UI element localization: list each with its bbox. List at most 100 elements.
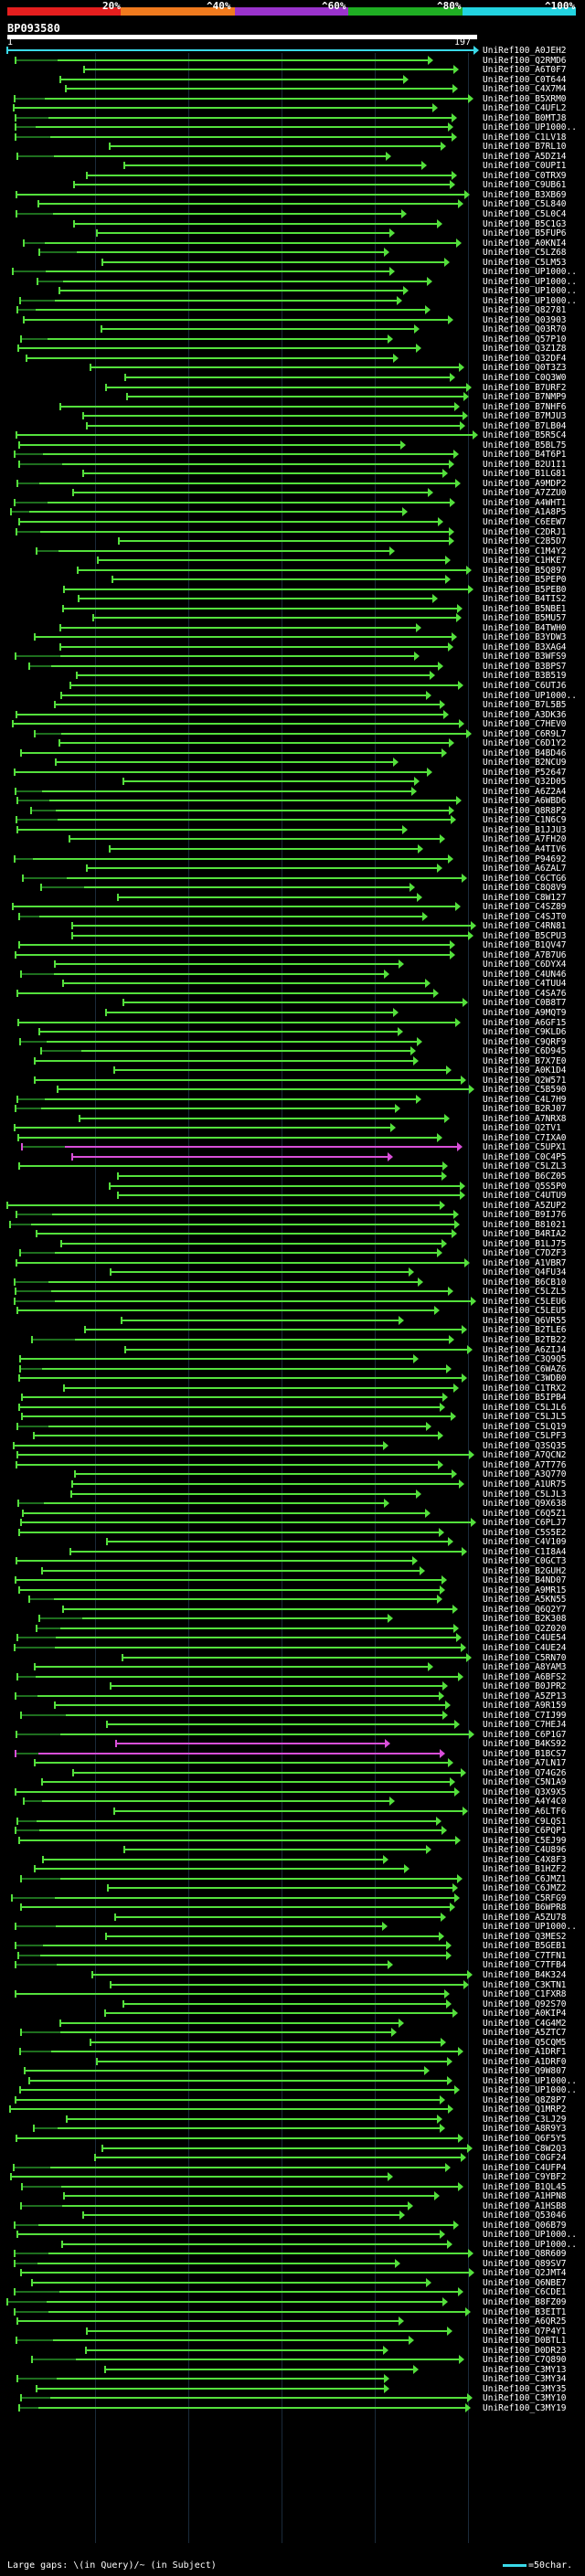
hit-label[interactable]: UniRef100_C7IJ99 <box>483 1710 567 1721</box>
hit-row[interactable]: UniRef100_B5PEB0 <box>0 584 585 596</box>
hit-label[interactable]: UniRef100_B1QL45 <box>483 2181 567 2192</box>
hit-label[interactable]: UniRef100_C4SZ89 <box>483 902 567 913</box>
hit-row[interactable]: UniRef100_A1VBR7 <box>0 1257 585 1269</box>
hit-row[interactable]: UniRef100_B5MU57 <box>0 613 585 624</box>
hit-row[interactable]: UniRef100_Q2W571 <box>0 1075 585 1087</box>
hit-row[interactable]: UniRef100_B5BL75 <box>0 440 585 451</box>
hit-label[interactable]: UniRef100_A1HPN8 <box>483 2191 567 2202</box>
hit-row[interactable]: UniRef100_B5NBE1 <box>0 603 585 615</box>
hit-label[interactable]: UniRef100_A5KN55 <box>483 1595 567 1606</box>
hit-label[interactable]: UniRef100_C9QRF9 <box>483 1036 567 1047</box>
hit-label[interactable]: UniRef100_Q2RMD6 <box>483 55 567 66</box>
hit-label[interactable]: UniRef100_C1LV18 <box>483 132 567 143</box>
hit-label[interactable]: UniRef100_C5B590 <box>483 1085 567 1096</box>
hit-label[interactable]: UniRef100_C5LQ19 <box>483 1421 567 1432</box>
hit-label[interactable]: UniRef100_B2K308 <box>483 1614 567 1625</box>
hit-row[interactable]: UniRef100_C4SJT0 <box>0 911 585 923</box>
hit-row[interactable]: UniRef100_C8W2Q3 <box>0 2143 585 2155</box>
hit-label[interactable]: UniRef100_UP1000.. <box>483 276 577 287</box>
hit-label[interactable]: UniRef100_C9UB61 <box>483 180 567 191</box>
hit-row[interactable]: UniRef100_C5RFG9 <box>0 1892 585 1904</box>
hit-label[interactable]: UniRef100_Q74G26 <box>483 1767 567 1778</box>
hit-row[interactable]: UniRef100_Q2TV1 <box>0 1123 585 1134</box>
hit-label[interactable]: UniRef100_B3XAG4 <box>483 641 567 652</box>
hit-label[interactable]: UniRef100_A8YAM3 <box>483 1662 567 1673</box>
hit-row[interactable]: UniRef100_Q2JMT4 <box>0 2268 585 2279</box>
hit-label[interactable]: UniRef100_A9MQT9 <box>483 1008 567 1018</box>
hit-row[interactable]: UniRef100_A7ZZU0 <box>0 488 585 499</box>
hit-row[interactable]: UniRef100_B4BD46 <box>0 747 585 759</box>
hit-label[interactable]: UniRef100_C3MY19 <box>483 2402 567 2413</box>
hit-label[interactable]: UniRef100_B2RJ07 <box>483 1104 567 1115</box>
hit-label[interactable]: UniRef100_B4K324 <box>483 1970 567 1980</box>
hit-row[interactable]: UniRef100_Q8R8P2 <box>0 805 585 817</box>
hit-row[interactable]: UniRef100_A1HPN8 <box>0 2191 585 2202</box>
hit-label[interactable]: UniRef100_C5UPX1 <box>483 1142 567 1153</box>
hit-label[interactable]: UniRef100_Q8R8P2 <box>483 805 567 816</box>
hit-label[interactable]: UniRef100_A5ZP13 <box>483 1691 567 1701</box>
hit-label[interactable]: UniRef100_C9LQS1 <box>483 1816 567 1827</box>
hit-row[interactable]: UniRef100_C9YBF2 <box>0 2172 585 2183</box>
hit-label[interactable]: UniRef100_Q2Z020 <box>483 1623 567 1634</box>
hit-row[interactable]: UniRef100_UP1000.. <box>0 286 585 297</box>
hit-label[interactable]: UniRef100_A6GF15 <box>483 1017 567 1028</box>
hit-row[interactable]: UniRef100_Q6NBE7 <box>0 2277 585 2289</box>
hit-row[interactable]: UniRef100_C7HEJ4 <box>0 1720 585 1731</box>
hit-row[interactable]: UniRef100_B3XAG4 <box>0 641 585 653</box>
hit-row[interactable]: UniRef100_B3WFS9 <box>0 652 585 663</box>
hit-label[interactable]: UniRef100_UP1000.. <box>483 1922 577 1933</box>
hit-row[interactable]: UniRef100_Q3Z1Z8 <box>0 344 585 355</box>
hit-row[interactable]: UniRef100_Q0T3Z3 <box>0 363 585 374</box>
hit-label[interactable]: UniRef100_Q2TV1 <box>483 1123 561 1134</box>
hit-label[interactable]: UniRef100_C1I8A4 <box>483 1546 567 1557</box>
hit-label[interactable]: UniRef100_Q53046 <box>483 2210 567 2221</box>
hit-label[interactable]: UniRef100_C4UFL2 <box>483 103 567 114</box>
hit-label[interactable]: UniRef100_B1LG81 <box>483 469 567 480</box>
hit-row[interactable]: UniRef100_A3DK36 <box>0 709 585 721</box>
hit-label[interactable]: UniRef100_B5CPU3 <box>483 930 567 941</box>
hit-label[interactable]: UniRef100_A5ZTC7 <box>483 2028 567 2039</box>
hit-label[interactable]: UniRef100_C4X8F3 <box>483 1854 567 1865</box>
hit-row[interactable]: UniRef100_C4UE24 <box>0 1642 585 1654</box>
hit-row[interactable]: UniRef100_C5LPF3 <box>0 1431 585 1442</box>
hit-label[interactable]: UniRef100_C5LZ68 <box>483 248 567 259</box>
hit-label[interactable]: UniRef100_C4SA76 <box>483 988 567 999</box>
hit-row[interactable]: UniRef100_Q92S70 <box>0 1998 585 2010</box>
hit-row[interactable]: UniRef100_C8Q8V9 <box>0 883 585 894</box>
hit-label[interactable]: UniRef100_C1FXR8 <box>483 1989 567 2000</box>
hit-label[interactable]: UniRef100_B7RL10 <box>483 142 567 153</box>
hit-label[interactable]: UniRef100_C1HKE7 <box>483 556 567 567</box>
hit-label[interactable]: UniRef100_A1UR75 <box>483 1479 567 1489</box>
hit-row[interactable]: UniRef100_B2U1I1 <box>0 459 585 471</box>
hit-label[interactable]: UniRef100_A7LN17 <box>483 1758 567 1769</box>
hit-row[interactable]: UniRef100_C7Q890 <box>0 2355 585 2366</box>
hit-row[interactable]: UniRef100_C1TRX2 <box>0 1383 585 1394</box>
hit-row[interactable]: UniRef100_B5GEB1 <box>0 1941 585 1952</box>
hit-label[interactable]: UniRef100_B7NHF6 <box>483 401 567 412</box>
hit-row[interactable]: UniRef100_C2B5D7 <box>0 536 585 547</box>
hit-row[interactable]: UniRef100_C5N1A9 <box>0 1777 585 1788</box>
hit-row[interactable]: UniRef100_A5ZTC7 <box>0 2028 585 2039</box>
hit-label[interactable]: UniRef100_Q32D05 <box>483 777 567 788</box>
hit-row[interactable]: UniRef100_B2TLE6 <box>0 1325 585 1336</box>
hit-label[interactable]: UniRef100_A6WBD6 <box>483 796 567 807</box>
hit-row[interactable]: UniRef100_Q6Q2Y7 <box>0 1604 585 1616</box>
hit-row[interactable]: UniRef100_C1I8A4 <box>0 1546 585 1558</box>
hit-label[interactable]: UniRef100_B0JPR2 <box>483 1681 567 1692</box>
hit-label[interactable]: UniRef100_C7TFB4 <box>483 1960 567 1971</box>
hit-label[interactable]: UniRef100_C5L0C4 <box>483 209 567 219</box>
hit-label[interactable]: UniRef100_B4ND07 <box>483 1575 567 1586</box>
hit-label[interactable]: UniRef100_C5RFG9 <box>483 1892 567 1903</box>
hit-label[interactable]: UniRef100_C3MY35 <box>483 2383 567 2394</box>
hit-row[interactable]: UniRef100_B5IPB4 <box>0 1393 585 1404</box>
hit-label[interactable]: UniRef100_B4TIS2 <box>483 594 567 605</box>
hit-row[interactable]: UniRef100_B7NHF6 <box>0 401 585 413</box>
hit-label[interactable]: UniRef100_Q89SV7 <box>483 2258 567 2269</box>
hit-label[interactable]: UniRef100_C4X7M4 <box>483 84 567 95</box>
hit-label[interactable]: UniRef100_Q6F5Y5 <box>483 2134 567 2144</box>
hit-row[interactable]: UniRef100_Q3MES2 <box>0 1931 585 1943</box>
hit-row[interactable]: UniRef100_B3YDW3 <box>0 632 585 643</box>
hit-row[interactable]: UniRef100_C1M4Y2 <box>0 546 585 557</box>
hit-label[interactable]: UniRef100_C7TFN1 <box>483 1950 567 1961</box>
hit-row[interactable]: UniRef100_C4V109 <box>0 1537 585 1548</box>
